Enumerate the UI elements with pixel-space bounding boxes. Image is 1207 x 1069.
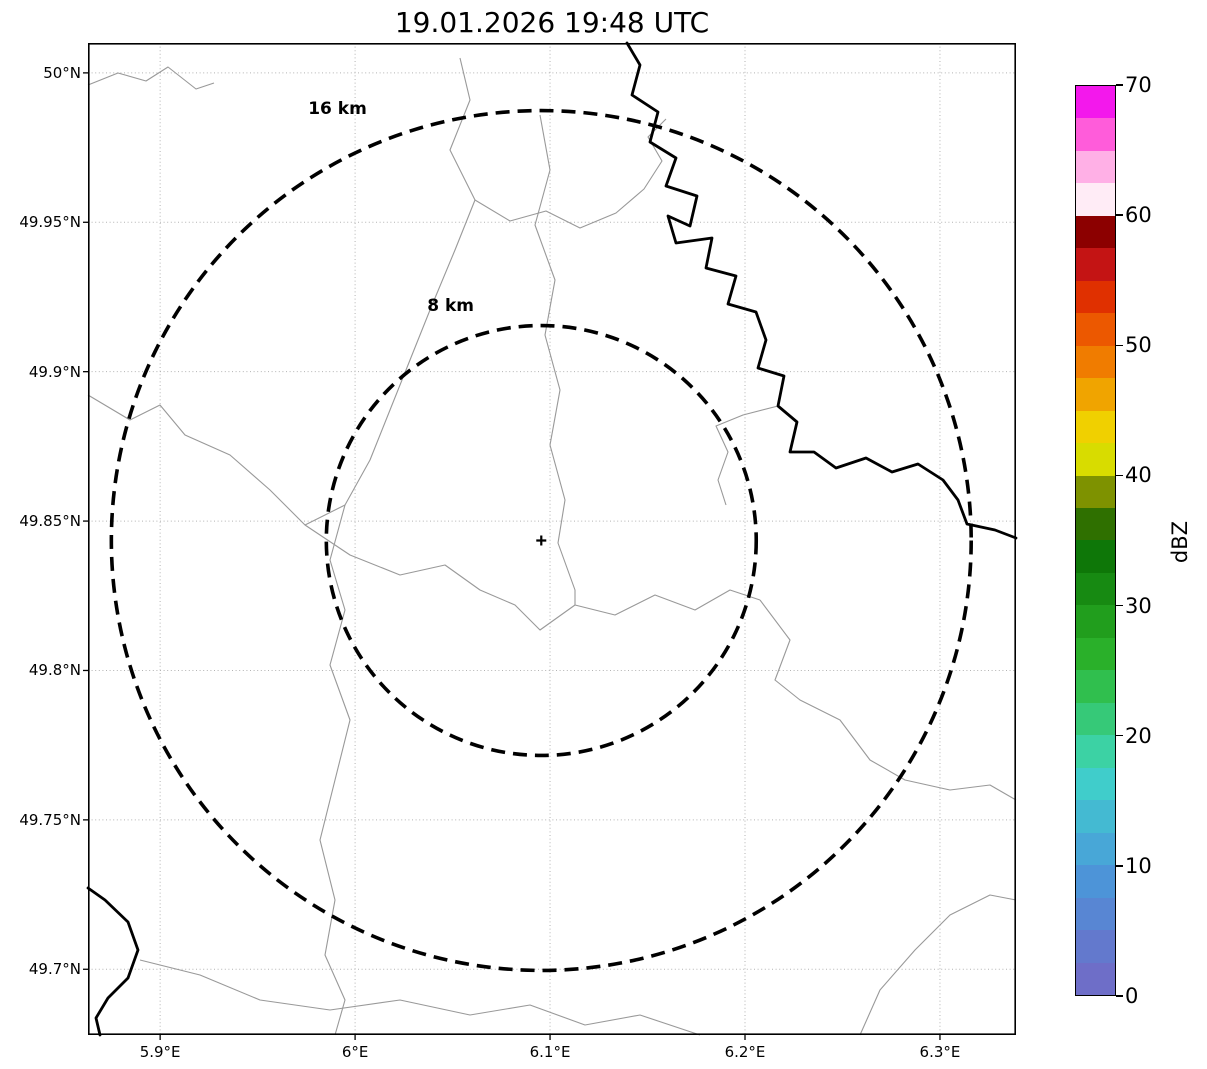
- admin-border-line: [87, 66, 215, 90]
- colorbar-band: [1076, 637, 1115, 671]
- y-tick-label: 49.8°N: [28, 661, 81, 680]
- axes-frame: [88, 43, 1017, 1036]
- colorbar-band: [1076, 865, 1115, 898]
- axis-tickmarks: [83, 72, 941, 1040]
- colorbar-tickmark: [1116, 734, 1123, 737]
- colorbar-band: [1076, 605, 1115, 638]
- y-tick-label: 49.85°N: [19, 512, 81, 531]
- colorbar-tickmark: [1116, 344, 1123, 347]
- colorbar-band: [1076, 150, 1115, 184]
- colorbar: [1075, 85, 1116, 996]
- colorbar-band: [1076, 735, 1115, 768]
- y-tick-label: 49.9°N: [28, 362, 81, 381]
- colorbar-band: [1076, 670, 1115, 703]
- colorbar-band: [1076, 930, 1115, 963]
- colorbar-band: [1076, 85, 1115, 119]
- map-axes: [83, 41, 1018, 1040]
- admin-border-line: [534, 114, 576, 605]
- range-ring-8km: [324, 323, 759, 758]
- figure-title: 19.01.2026 19:48 UTC: [394, 6, 710, 39]
- colorbar-tickmark: [1116, 865, 1123, 867]
- admin-border-line: [87, 394, 346, 526]
- admin-border-line: [139, 959, 701, 1036]
- admin-border-line: [859, 894, 1017, 1036]
- colorbar-tickmark: [1116, 214, 1123, 216]
- colorbar-band: [1076, 475, 1115, 508]
- admin-border-line: [319, 57, 476, 1036]
- colorbar-band: [1076, 443, 1115, 476]
- colorbar-band: [1076, 248, 1115, 281]
- y-tick-label: 49.95°N: [19, 213, 81, 232]
- colorbar-band: [1076, 118, 1115, 151]
- colorbar-band: [1076, 702, 1115, 736]
- colorbar-band: [1076, 378, 1115, 411]
- colorbar-tickmark: [1116, 474, 1123, 477]
- colorbar-band: [1076, 313, 1115, 346]
- admin-border-line: [304, 524, 761, 631]
- colorbar-band: [1076, 832, 1115, 866]
- colorbar-tickmark: [1116, 995, 1123, 997]
- range-ring-16km: [109, 108, 973, 973]
- river-line: [625, 41, 1018, 540]
- admin-borders: [87, 57, 1017, 1036]
- range-rings: [109, 108, 973, 973]
- range-ring-label: 16 km: [308, 98, 367, 119]
- colorbar-band: [1076, 897, 1115, 931]
- colorbar-band: [1076, 280, 1115, 314]
- x-tick-label: 6°E: [341, 1043, 369, 1061]
- y-tick-label: 49.7°N: [28, 960, 81, 979]
- colorbar-tick-label: 20: [1125, 723, 1152, 748]
- river-line: [86, 886, 140, 1037]
- admin-border-line: [715, 405, 779, 506]
- colorbar-band: [1076, 962, 1115, 995]
- colorbar-tick-label: 10: [1125, 853, 1152, 878]
- colorbar-band: [1076, 572, 1115, 606]
- colorbar-band: [1076, 345, 1115, 379]
- colorbar-tick-label: 40: [1125, 463, 1152, 488]
- y-tick-label: 50°N: [43, 63, 81, 82]
- colorbar-band: [1076, 800, 1115, 833]
- colorbar-band: [1076, 507, 1115, 541]
- x-tick-label: 6.1°E: [529, 1043, 571, 1061]
- gridlines: [88, 43, 1016, 1035]
- radar-center-marker: [536, 535, 547, 546]
- colorbar-band: [1076, 767, 1115, 801]
- colorbar-tickmark: [1116, 604, 1123, 607]
- colorbar-tick-label: 60: [1125, 203, 1152, 228]
- x-tick-label: 6.2°E: [724, 1043, 766, 1061]
- colorbar-tickmark: [1116, 84, 1123, 86]
- admin-border-line: [474, 118, 667, 229]
- y-tick-label: 49.75°N: [19, 810, 81, 829]
- colorbar-tick-label: 50: [1125, 333, 1152, 358]
- colorbar-tick-label: 70: [1125, 73, 1152, 97]
- colorbar-tick-label: 0: [1125, 984, 1139, 1008]
- x-tick-label: 5.9°E: [139, 1043, 181, 1061]
- colorbar-band: [1076, 540, 1115, 573]
- colorbar-band: [1076, 183, 1115, 216]
- colorbar-axis-label: dBZ: [1168, 520, 1192, 564]
- colorbar-tick-label: 30: [1125, 593, 1152, 618]
- range-ring-label: 8 km: [427, 295, 474, 316]
- colorbar-band: [1076, 215, 1115, 249]
- map-canvas: [83, 41, 1018, 1040]
- colorbar-band: [1076, 410, 1115, 444]
- x-tick-label: 6.3°E: [919, 1043, 961, 1061]
- rivers: [86, 41, 1018, 1037]
- admin-border-line: [759, 599, 1017, 801]
